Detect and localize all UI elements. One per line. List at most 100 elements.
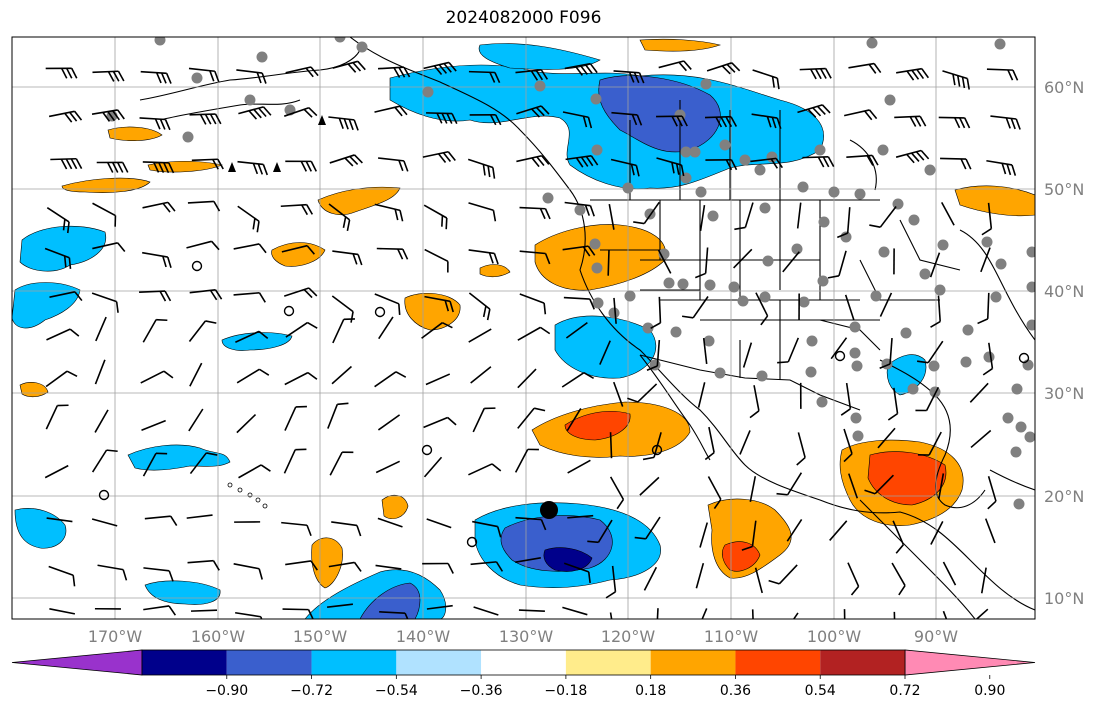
wind-barb <box>469 114 502 126</box>
wind-barb <box>608 203 615 230</box>
wind-barb <box>704 426 715 461</box>
station-dot <box>884 94 896 106</box>
station-dot <box>805 366 817 378</box>
colorbar-segment <box>142 650 227 675</box>
station-dot <box>592 297 604 309</box>
longitude-labels: 170°W 160°W 150°W 140°W 130°W 120°W 110°W 100°W… <box>88 627 958 646</box>
station-dot <box>816 396 828 408</box>
island <box>237 487 243 493</box>
station-dot <box>1026 281 1035 293</box>
wind-barb <box>734 202 754 231</box>
wind-barb <box>377 517 403 528</box>
wind-barb <box>48 110 83 123</box>
colorbar-tick-label: −0.36 <box>460 683 503 699</box>
negative-anomaly-area <box>221 332 293 351</box>
station-dot <box>814 144 826 156</box>
wind-barb <box>895 149 930 164</box>
wind-barb <box>517 368 537 389</box>
wind-barb <box>562 111 593 129</box>
wind-barb <box>749 476 757 502</box>
wind-barb <box>281 244 315 255</box>
wind-barb <box>655 608 659 619</box>
wind-barb <box>633 201 660 225</box>
longitude-label: 140°W <box>396 627 451 646</box>
wind-barb <box>188 320 217 343</box>
wind-barb <box>981 202 993 236</box>
wind-barb <box>830 337 848 360</box>
latitude-label: 10°N <box>1044 589 1084 608</box>
wind-barb <box>424 248 449 273</box>
colorbar-outline <box>141 649 906 676</box>
wind-barb <box>143 605 177 616</box>
station-dot <box>590 93 602 105</box>
wind-barb <box>140 370 174 384</box>
wind-barb <box>44 247 72 269</box>
negative-anomaly-area <box>19 225 107 272</box>
wind-barb <box>707 476 722 510</box>
latitude-label: 20°N <box>1044 487 1084 506</box>
wind-barb <box>426 518 452 529</box>
wind-barb <box>658 60 692 72</box>
wind-barb <box>285 321 318 338</box>
us-mexico-border <box>639 354 861 411</box>
wind-barb <box>609 612 616 619</box>
wind-barb <box>893 611 896 619</box>
negative-anomaly-area <box>144 580 221 605</box>
wind-barb <box>938 116 971 129</box>
positive-anomaly-area <box>271 242 326 267</box>
wind-barb <box>605 565 617 599</box>
wind-barb <box>91 518 118 527</box>
wind-barb <box>980 247 991 273</box>
wind-barb <box>613 70 645 84</box>
wind-barb <box>607 249 610 276</box>
wind-barb <box>848 62 882 74</box>
wind-barb <box>610 158 640 177</box>
calm-wind-circle <box>374 306 386 318</box>
wind-barb <box>565 321 588 339</box>
caribbean-coast <box>989 469 1035 491</box>
wind-barb <box>896 67 929 81</box>
station-dot <box>739 154 751 166</box>
wind-barb <box>749 385 760 419</box>
positive-anomaly-area <box>311 537 343 589</box>
wind-barb <box>755 292 769 326</box>
wind-barb <box>424 295 454 313</box>
station-dot <box>714 367 726 379</box>
gridlines <box>12 37 1035 619</box>
wind-barb <box>189 452 218 475</box>
hudson-coastline <box>849 139 877 191</box>
wind-barb <box>468 292 491 321</box>
wind-pennant <box>318 115 326 125</box>
wind-barb <box>331 365 352 385</box>
station-dot <box>1011 383 1023 395</box>
station-dot <box>256 51 268 63</box>
station-dot <box>704 279 716 291</box>
station-dot <box>990 291 1002 303</box>
wind-barb <box>741 520 757 551</box>
station-dot <box>797 181 809 193</box>
wind-barb <box>969 382 989 403</box>
wind-barb <box>970 429 992 449</box>
wind-barb <box>45 370 78 388</box>
wind-barb <box>237 160 269 176</box>
wind-barb <box>980 567 987 594</box>
longitude-label: 170°W <box>88 627 143 646</box>
wind-barb <box>374 293 401 316</box>
wind-barb <box>46 517 73 523</box>
wind-barb <box>609 476 625 510</box>
colorbar-tick-label: 0.54 <box>805 683 836 699</box>
colorbar-tick-label: 0.90 <box>974 683 1005 699</box>
wind-barb <box>754 567 763 594</box>
station-dot <box>983 351 995 363</box>
wind-barb <box>374 371 407 388</box>
wind-barb <box>331 295 354 323</box>
wind-barb <box>887 387 899 421</box>
wind-barb <box>94 409 109 433</box>
wind-barb <box>894 115 927 127</box>
wind-barb <box>470 366 492 384</box>
longitude-label: 160°W <box>191 627 246 646</box>
calm-wind-circle <box>283 305 295 317</box>
wind-barb <box>519 250 551 265</box>
wind-barb <box>467 158 496 179</box>
wind-barb <box>917 431 942 456</box>
